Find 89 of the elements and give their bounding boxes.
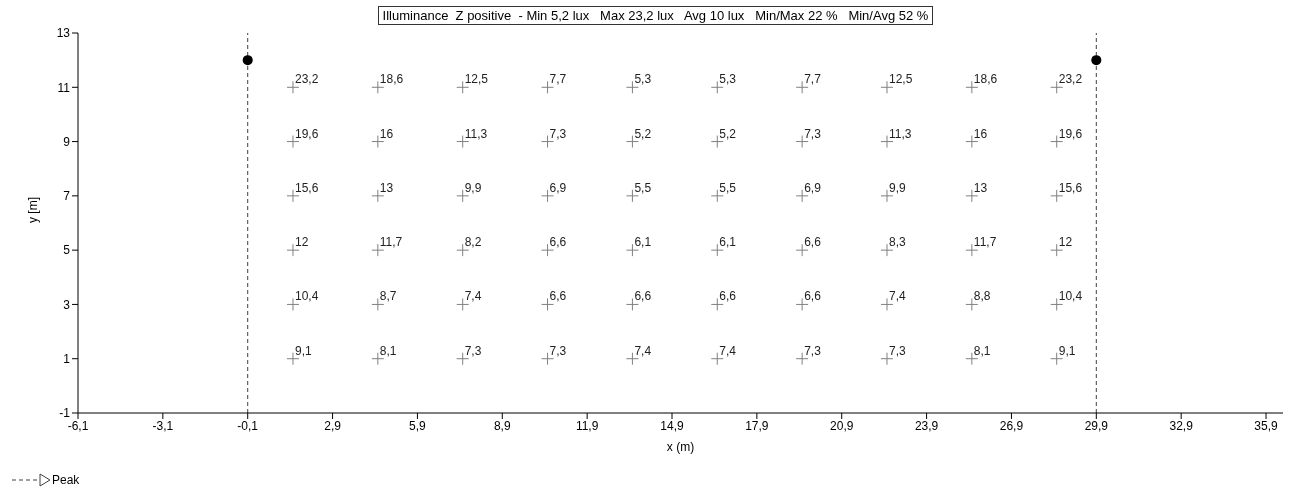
annotation: 7,4: [719, 343, 737, 358]
y-tick-label: 9: [63, 134, 71, 149]
y-tick-label: 13: [56, 26, 71, 41]
annotation: 23,2: [1058, 72, 1083, 87]
annotation: 6,9: [804, 180, 822, 195]
annotation: 16: [973, 126, 988, 141]
annotation: 19,6: [1058, 126, 1083, 141]
annotation: 9,9: [464, 180, 482, 195]
annotation: 15,6: [1058, 180, 1083, 195]
annotation: 10,4: [294, 289, 319, 304]
annotation: 11,7: [379, 235, 403, 250]
annotation: 8,2: [464, 235, 482, 250]
x-tick-label: 32,9: [1169, 418, 1194, 433]
annotation: 8,7: [379, 289, 397, 304]
x-tick-label: 14,9: [660, 418, 685, 433]
annotation: 8,8: [973, 289, 991, 304]
x-tick-label: 29,9: [1084, 418, 1109, 433]
annotation: 8,3: [888, 235, 906, 250]
chart-title: Illuminance Z positive - Min 5,2 lux Max 23,2 lux Avg 10 lux Min/Max 22 % Min/Avg 52 %: [377, 6, 934, 25]
y-tick-label: -1: [59, 406, 71, 421]
annotation: 6,1: [719, 235, 737, 250]
x-tick-label: 23,9: [914, 418, 939, 433]
annotation: 6,6: [549, 289, 567, 304]
annotation: 16: [379, 126, 394, 141]
x-tick-label: -0,1: [237, 418, 259, 433]
y-tick-label: 1: [63, 351, 71, 366]
annotation: 11,3: [464, 126, 488, 141]
annotation: 13: [379, 180, 394, 195]
annotation: 7,3: [549, 126, 567, 141]
annotation: 7,4: [888, 289, 906, 304]
annotation: 18,6: [379, 72, 404, 87]
annotation: 10,4: [1058, 289, 1083, 304]
annotation: 6,1: [634, 235, 652, 250]
annotation: 8,1: [973, 343, 991, 358]
point: [242, 55, 253, 66]
annotation: 6,6: [804, 289, 822, 304]
annotation: 5,3: [719, 72, 737, 87]
annotation: 12: [294, 235, 309, 250]
x-tick-label: 17,9: [745, 418, 769, 433]
annotation: 6,6: [719, 289, 737, 304]
x-tick-label: 5,9: [409, 418, 427, 433]
annotation: 7,4: [464, 289, 482, 304]
x-tick-label: 11,9: [575, 418, 599, 433]
annotation: 7,7: [804, 72, 822, 87]
x-tick-label: 2,9: [324, 418, 342, 433]
annotation: 11,7: [973, 235, 997, 250]
annotation: 13: [973, 180, 988, 195]
annotation: 7,3: [549, 343, 567, 358]
annotation: 5,5: [634, 180, 652, 195]
annotation: 18,6: [973, 72, 998, 87]
annotation: 12,5: [888, 72, 913, 87]
x-tick-label: 26,9: [999, 418, 1024, 433]
annotation: 7,3: [804, 126, 822, 141]
x-tick-label: -3,1: [152, 418, 174, 433]
x-axis-title: x (m): [666, 440, 695, 454]
point: [1091, 55, 1102, 66]
annotation: 19,6: [294, 126, 319, 141]
annotation: 11,3: [888, 126, 912, 141]
annotation: 7,4: [634, 343, 652, 358]
x-tick-label: -6,1: [67, 418, 89, 433]
annotation: 6,9: [549, 180, 567, 195]
y-tick-label: 11: [57, 80, 71, 95]
annotation: 23,2: [294, 72, 319, 87]
annotation: 7,3: [464, 343, 482, 358]
annotation: 5,2: [719, 126, 737, 141]
y-tick-label: 5: [63, 243, 71, 258]
annotation: 5,5: [719, 180, 737, 195]
annotation: 9,1: [1058, 343, 1076, 358]
y-tick-label: 7: [63, 189, 71, 204]
annotation: 6,6: [634, 289, 652, 304]
annotation: 7,7: [549, 72, 567, 87]
annotation: 7,3: [804, 343, 822, 358]
annotation: 8,1: [379, 343, 397, 358]
annotation: 6,6: [549, 235, 567, 250]
annotation: 5,2: [634, 126, 652, 141]
x-tick-label: 35,9: [1254, 418, 1279, 433]
annotation: 9,9: [888, 180, 906, 195]
annotation: 12: [1058, 235, 1073, 250]
annotation: 6,6: [804, 235, 822, 250]
annotation: 15,6: [294, 180, 319, 195]
y-axis-title: y [m]: [26, 197, 41, 223]
x-tick-label: 8,9: [493, 418, 511, 433]
y-tick-label: 3: [63, 297, 71, 312]
annotation: 7,3: [888, 343, 906, 358]
text: Peak: [52, 473, 80, 487]
x-tick-label: 20,9: [830, 418, 854, 433]
annotation: 12,5: [464, 72, 489, 87]
annotation: 5,3: [634, 72, 652, 87]
annotation: 9,1: [294, 343, 312, 358]
